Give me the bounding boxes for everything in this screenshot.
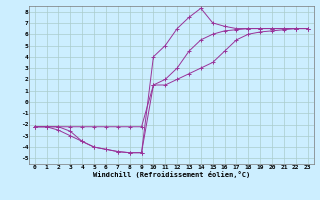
X-axis label: Windchill (Refroidissement éolien,°C): Windchill (Refroidissement éolien,°C)	[92, 171, 250, 178]
